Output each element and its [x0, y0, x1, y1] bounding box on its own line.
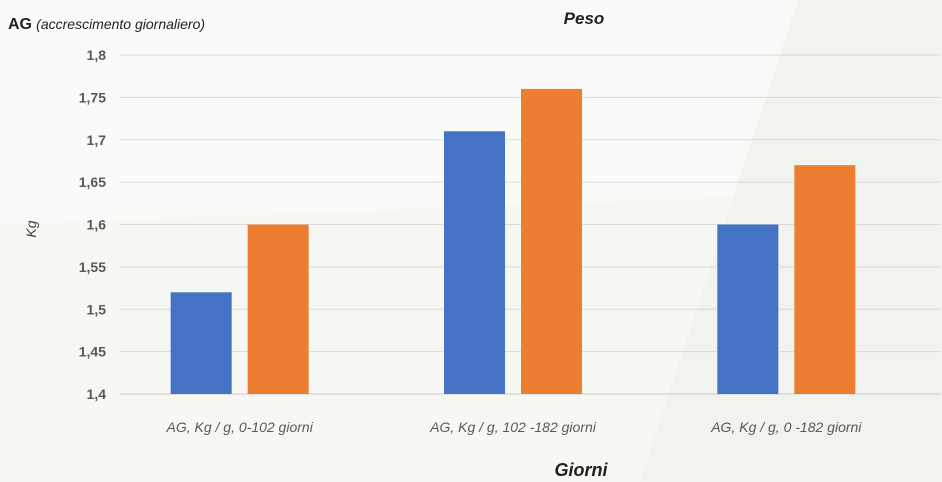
bar — [717, 224, 779, 394]
chart-heading: AG (accrescimento giornaliero) — [8, 16, 205, 34]
bar — [444, 131, 505, 394]
y-tick-label: 1,45 — [79, 344, 106, 360]
y-axis-ticks: 1,4 1,45 1,5 1,55 1,6 1,65 1,7 1,75 1,8 — [79, 47, 106, 402]
y-tick-label: 1,5 — [87, 301, 107, 317]
heading-main: AG — [8, 16, 32, 33]
chart-title: Peso — [564, 9, 605, 28]
y-tick-label: 1,65 — [79, 174, 106, 190]
y-tick-label: 1,55 — [79, 259, 106, 275]
bar — [521, 88, 582, 395]
bar — [247, 224, 309, 394]
bar — [794, 165, 856, 394]
x-axis-label: Giorni — [555, 460, 609, 480]
heading-sub: (accrescimento giornaliero) — [36, 16, 206, 32]
x-axis-ticks: AG, Kg / g, 0-102 giorni AG, Kg / g, 102 … — [166, 419, 863, 435]
y-axis-label: Kg — [23, 220, 39, 237]
y-tick-label: 1,8 — [87, 47, 107, 63]
x-tick-label: AG, Kg / g, 0-102 giorni — [166, 419, 314, 435]
bar — [170, 292, 232, 394]
x-tick-label: AG, Kg / g, 0 -182 giorni — [710, 419, 862, 435]
y-tick-label: 1,7 — [87, 132, 107, 148]
x-tick-label: AG, Kg / g, 102 -182 giorni — [429, 419, 597, 435]
y-tick-label: 1,6 — [87, 217, 107, 233]
y-tick-label: 1,75 — [79, 89, 106, 105]
bars — [170, 88, 856, 395]
y-tick-label: 1,4 — [87, 386, 107, 402]
